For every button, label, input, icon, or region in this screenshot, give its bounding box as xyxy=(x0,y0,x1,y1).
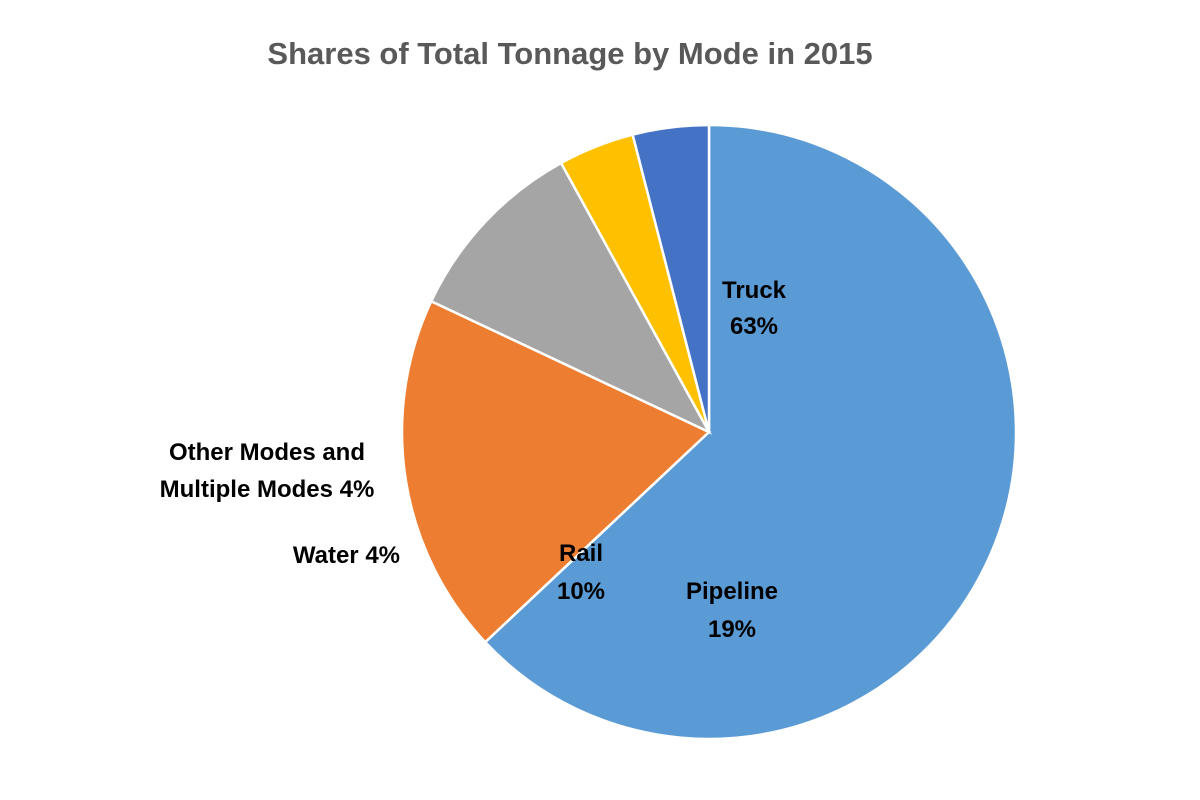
slice-value-water: 4% xyxy=(365,542,400,569)
chart-title: Shares of Total Tonnage by Mode in 2015 xyxy=(267,36,873,71)
pie-slices xyxy=(400,123,1018,741)
pie-slice-other-modes-and-multiple-modes xyxy=(631,123,711,433)
slice-label-water-name: Water xyxy=(293,542,359,569)
slice-value-pipeline: 19% xyxy=(708,616,756,643)
slice-label-pipeline: Pipeline xyxy=(686,578,778,605)
slice-label-other-line1: Other Modes and xyxy=(169,439,365,466)
pie-slice-truck xyxy=(483,123,1018,741)
slice-label-truck: Truck xyxy=(722,277,787,304)
slice-label-other-line2: Multiple Modes 4% xyxy=(160,476,375,503)
slice-label-water: Water 4% xyxy=(293,542,400,569)
slice-value-rail: 10% xyxy=(557,578,605,605)
pie-slice-rail xyxy=(429,161,712,435)
pie-slice-pipeline xyxy=(400,299,712,644)
slice-label-rail: Rail xyxy=(559,540,603,567)
slice-value-truck: 63% xyxy=(730,313,778,340)
